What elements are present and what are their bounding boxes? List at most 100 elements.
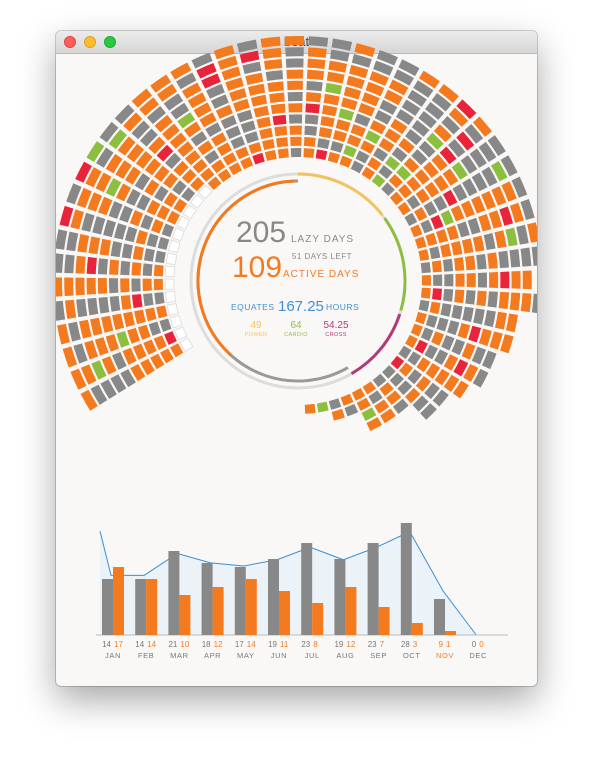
day-cell[interactable] [361, 407, 377, 421]
day-cell[interactable] [190, 131, 208, 147]
day-cell[interactable] [285, 47, 304, 57]
day-cell[interactable] [420, 327, 434, 342]
day-cell[interactable] [382, 365, 396, 379]
day-cell[interactable] [142, 263, 153, 276]
day-cell[interactable] [471, 346, 487, 365]
day-cell[interactable] [328, 60, 348, 73]
day-cell[interactable] [501, 181, 517, 202]
day-cell[interactable] [196, 63, 217, 79]
day-cell[interactable] [210, 94, 229, 109]
day-cell[interactable] [56, 300, 66, 321]
bar-active-aug[interactable] [345, 587, 357, 635]
day-cell[interactable] [248, 83, 266, 96]
day-cell[interactable] [429, 301, 441, 315]
day-cell[interactable] [509, 292, 521, 311]
day-cell[interactable] [155, 250, 166, 264]
day-cell[interactable] [406, 195, 421, 210]
day-cell[interactable] [98, 296, 110, 314]
day-cell[interactable] [156, 144, 174, 162]
day-cell[interactable] [391, 147, 408, 163]
bar-lazy-jan[interactable] [102, 579, 113, 635]
bar-active-may[interactable] [245, 579, 257, 635]
day-cell[interactable] [129, 210, 144, 227]
bar-active-mar[interactable] [179, 595, 191, 635]
day-cell[interactable] [361, 166, 376, 180]
day-cell[interactable] [355, 150, 370, 164]
day-cell[interactable] [411, 149, 428, 166]
day-cell[interactable] [177, 112, 196, 129]
bar-active-oct[interactable] [411, 623, 423, 635]
day-cell[interactable] [443, 354, 459, 371]
day-cell[interactable] [252, 152, 265, 165]
day-cell[interactable] [444, 274, 454, 287]
day-cell[interactable] [328, 398, 342, 410]
day-cell[interactable] [153, 335, 167, 350]
day-cell[interactable] [123, 311, 135, 328]
day-cell[interactable] [127, 327, 141, 344]
day-cell[interactable] [379, 382, 394, 397]
day-cell[interactable] [433, 195, 448, 212]
day-cell[interactable] [105, 334, 120, 352]
day-cell[interactable] [240, 120, 256, 134]
day-cell[interactable] [182, 204, 197, 220]
day-cell[interactable] [151, 219, 164, 234]
day-cell[interactable] [413, 80, 434, 98]
day-cell[interactable] [372, 373, 387, 388]
day-cell[interactable] [90, 317, 103, 336]
day-cell[interactable] [95, 172, 112, 193]
day-cell[interactable] [467, 217, 481, 235]
day-cell[interactable] [177, 141, 194, 158]
day-cell[interactable] [389, 372, 404, 387]
day-cell[interactable] [433, 175, 449, 192]
day-cell[interactable] [159, 318, 172, 332]
day-cell[interactable] [354, 113, 371, 127]
day-cell[interactable] [420, 261, 431, 274]
day-cell[interactable] [425, 102, 445, 120]
day-cell[interactable] [418, 299, 430, 312]
day-cell[interactable] [154, 185, 169, 202]
day-cell[interactable] [80, 364, 97, 385]
day-cell[interactable] [354, 43, 376, 58]
day-cell[interactable] [275, 137, 289, 148]
day-cell[interactable] [288, 103, 303, 113]
day-cell[interactable] [154, 292, 165, 305]
day-cell[interactable] [146, 106, 166, 125]
day-cell[interactable] [468, 325, 482, 343]
day-cell[interactable] [390, 118, 408, 135]
day-cell[interactable] [424, 181, 440, 198]
day-cell[interactable] [181, 168, 197, 184]
day-cell[interactable] [520, 247, 532, 267]
day-cell[interactable] [491, 186, 507, 206]
day-cell[interactable] [478, 141, 497, 162]
day-cell[interactable] [371, 174, 386, 188]
day-cell[interactable] [316, 401, 329, 413]
day-cell[interactable] [330, 140, 344, 153]
day-cell[interactable] [429, 246, 441, 260]
day-cell[interactable] [418, 111, 437, 129]
day-cell[interactable] [441, 115, 461, 135]
day-cell[interactable] [114, 223, 127, 240]
day-cell[interactable] [331, 408, 345, 421]
day-cell[interactable] [66, 231, 79, 252]
day-cell[interactable] [135, 229, 148, 245]
day-cell[interactable] [361, 92, 380, 107]
day-cell[interactable] [330, 49, 350, 62]
day-cell[interactable] [153, 278, 164, 291]
day-cell[interactable] [494, 311, 507, 330]
day-cell[interactable] [343, 86, 362, 100]
day-cell[interactable] [205, 122, 222, 137]
day-cell[interactable] [103, 219, 116, 238]
day-cell[interactable] [289, 125, 302, 135]
bar-lazy-aug[interactable] [334, 559, 346, 635]
day-cell[interactable] [378, 165, 393, 180]
day-cell[interactable] [165, 252, 178, 266]
day-cell[interactable] [478, 328, 492, 347]
day-cell[interactable] [434, 368, 450, 386]
day-cell[interactable] [405, 334, 418, 349]
day-cell[interactable] [114, 104, 135, 125]
day-cell[interactable] [126, 188, 141, 207]
day-cell[interactable] [156, 305, 168, 319]
day-cell[interactable] [407, 89, 427, 107]
day-cell[interactable] [57, 323, 71, 345]
day-cell[interactable] [431, 288, 442, 301]
